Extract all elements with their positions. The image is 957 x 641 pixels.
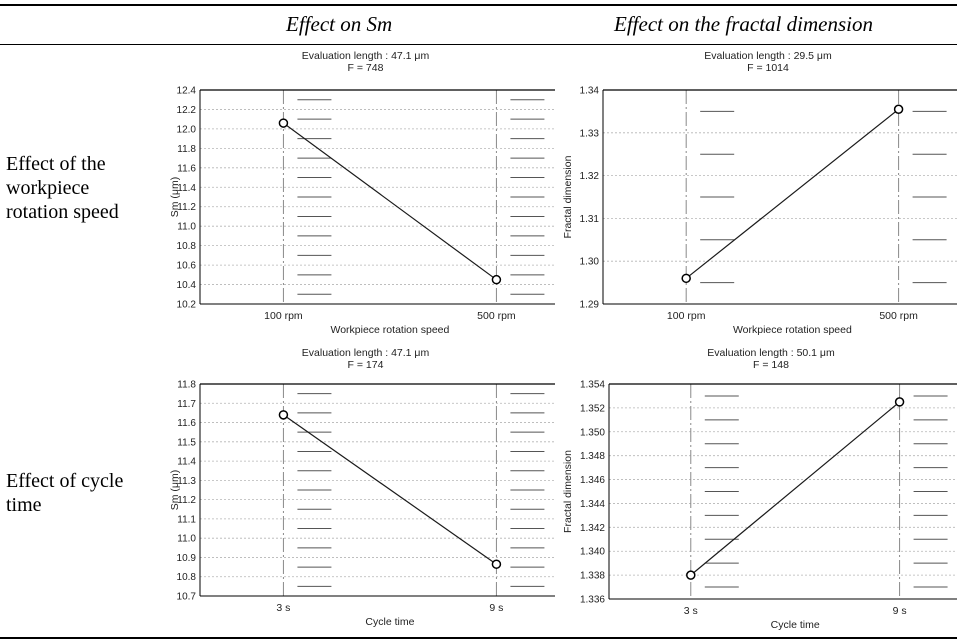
y-tick-label: 1.29 — [580, 300, 600, 311]
y-tick-label: 11.6 — [177, 163, 196, 174]
y-tick-label: 11.2 — [177, 495, 196, 506]
table-header-rule — [0, 44, 957, 45]
y-tick-label: 11.0 — [177, 222, 196, 233]
y-tick-label: 1.340 — [580, 547, 605, 558]
data-point — [686, 570, 696, 580]
y-tick-label: 11.1 — [177, 514, 196, 525]
chart-fractal-cycle-time: Evaluation length : 50.1 μmF = 148 1.336 1… — [563, 347, 957, 631]
row-header-line: rotation speed — [6, 201, 119, 223]
y-tick-label: 1.348 — [580, 451, 605, 462]
y-tick-label: 1.344 — [580, 499, 605, 510]
y-tick-label: 1.31 — [580, 214, 600, 225]
y-tick-label: 1.352 — [580, 403, 605, 414]
x-axis-label: Cycle time — [365, 616, 414, 628]
x-axis-label: Workpiece rotation speed — [733, 324, 852, 336]
y-tick-label: 12.4 — [177, 86, 197, 97]
y-tick-label: 12.0 — [177, 124, 197, 135]
y-tick-label: 11.5 — [177, 437, 196, 448]
chart-subtitle: F = 174 — [348, 359, 384, 371]
series-line — [283, 414, 497, 565]
chart-subtitle: F = 748 — [348, 62, 384, 74]
y-tick-label: 1.32 — [580, 171, 600, 182]
y-tick-label: 11.7 — [177, 399, 196, 410]
chart-title: Evaluation length : 47.1 μm — [302, 347, 430, 359]
y-tick-label: 11.8 — [177, 380, 196, 391]
y-tick-label: 10.8 — [177, 241, 197, 252]
y-tick-label: 1.336 — [580, 595, 605, 606]
y-tick-label: 11.6 — [177, 418, 196, 429]
y-tick-label: 11.0 — [177, 534, 196, 545]
y-axis-label: Fractal dimension — [563, 450, 574, 533]
row-header-line: workpiece — [6, 177, 90, 199]
row-header-cycle-time: Effect of cycle time — [6, 469, 166, 517]
x-axis-label: Workpiece rotation speed — [330, 324, 449, 336]
x-tick-label: 100 rpm — [264, 310, 303, 322]
y-tick-label: 10.6 — [177, 261, 197, 272]
y-tick-label: 11.2 — [177, 202, 196, 213]
y-tick-label: 1.34 — [580, 86, 600, 97]
series-line — [283, 122, 497, 281]
data-point — [278, 118, 289, 128]
y-tick-label: 11.4 — [177, 457, 196, 468]
row-header-line: Effect of cycle — [6, 470, 124, 492]
y-axis-label: Sm (μm) — [170, 470, 181, 510]
table-bottom-rule — [0, 637, 957, 639]
data-point — [491, 274, 502, 285]
y-tick-label: 10.4 — [177, 280, 197, 291]
y-tick-label: 1.33 — [580, 128, 600, 139]
column-header-fractal: Effect on the fractal dimension — [614, 12, 873, 36]
data-point — [894, 397, 905, 407]
y-tick-label: 1.354 — [580, 380, 605, 391]
data-point — [893, 104, 904, 115]
chart-sm-cycle-time: Evaluation length : 47.1 μmF = 174 10.7 10… — [170, 347, 555, 628]
chart-subtitle: F = 1014 — [747, 62, 789, 74]
data-point — [278, 410, 289, 420]
series-line — [690, 401, 900, 576]
y-axis-label: Fractal dimension — [563, 155, 574, 238]
y-tick-label: 1.346 — [580, 475, 605, 486]
data-point — [681, 273, 691, 284]
chart-title: Evaluation length : 50.1 μm — [707, 347, 835, 359]
chart-subtitle: F = 148 — [753, 359, 789, 371]
x-tick-label: 9 s — [489, 602, 503, 614]
y-tick-label: 10.2 — [177, 300, 197, 311]
y-tick-label: 1.350 — [580, 427, 605, 438]
chart-title: Evaluation length : 47.1 μm — [302, 50, 430, 62]
y-tick-label: 1.338 — [580, 571, 605, 582]
row-header-line: time — [6, 494, 42, 516]
row-header-line: Effect of the — [6, 153, 106, 175]
y-tick-label: 10.9 — [177, 553, 197, 564]
chart-fractal-rotation-speed: Evaluation length : 29.5 μmF = 1014 1.29 1… — [563, 50, 957, 336]
x-tick-label: 100 rpm — [667, 310, 706, 322]
y-tick-label: 11.4 — [177, 183, 196, 194]
y-axis-label: Sm (μm) — [170, 177, 181, 217]
row-header-rotation-speed: Effect of the workpiece rotation speed — [6, 152, 166, 224]
x-axis-label: Cycle time — [771, 619, 820, 631]
table-top-rule — [0, 4, 957, 6]
x-tick-label: 500 rpm — [879, 310, 918, 322]
x-tick-label: 500 rpm — [477, 310, 516, 322]
y-tick-label: 1.30 — [580, 257, 600, 268]
y-tick-label: 10.8 — [177, 572, 197, 583]
series-line — [685, 108, 899, 279]
chart-sm-rotation-speed: Evaluation length : 47.1 μmF = 748 10.2 10… — [170, 50, 555, 336]
x-tick-label: 3 s — [684, 605, 698, 617]
y-tick-label: 11.3 — [177, 476, 196, 487]
y-tick-label: 1.342 — [580, 523, 605, 534]
chart-title: Evaluation length : 29.5 μm — [704, 50, 832, 62]
x-tick-label: 9 s — [893, 605, 907, 617]
y-tick-label: 11.8 — [177, 144, 196, 155]
x-tick-label: 3 s — [276, 602, 290, 614]
column-header-sm: Effect on Sm — [286, 12, 393, 36]
y-tick-label: 10.7 — [177, 592, 197, 603]
data-point — [491, 559, 502, 569]
y-tick-label: 12.2 — [177, 105, 197, 116]
